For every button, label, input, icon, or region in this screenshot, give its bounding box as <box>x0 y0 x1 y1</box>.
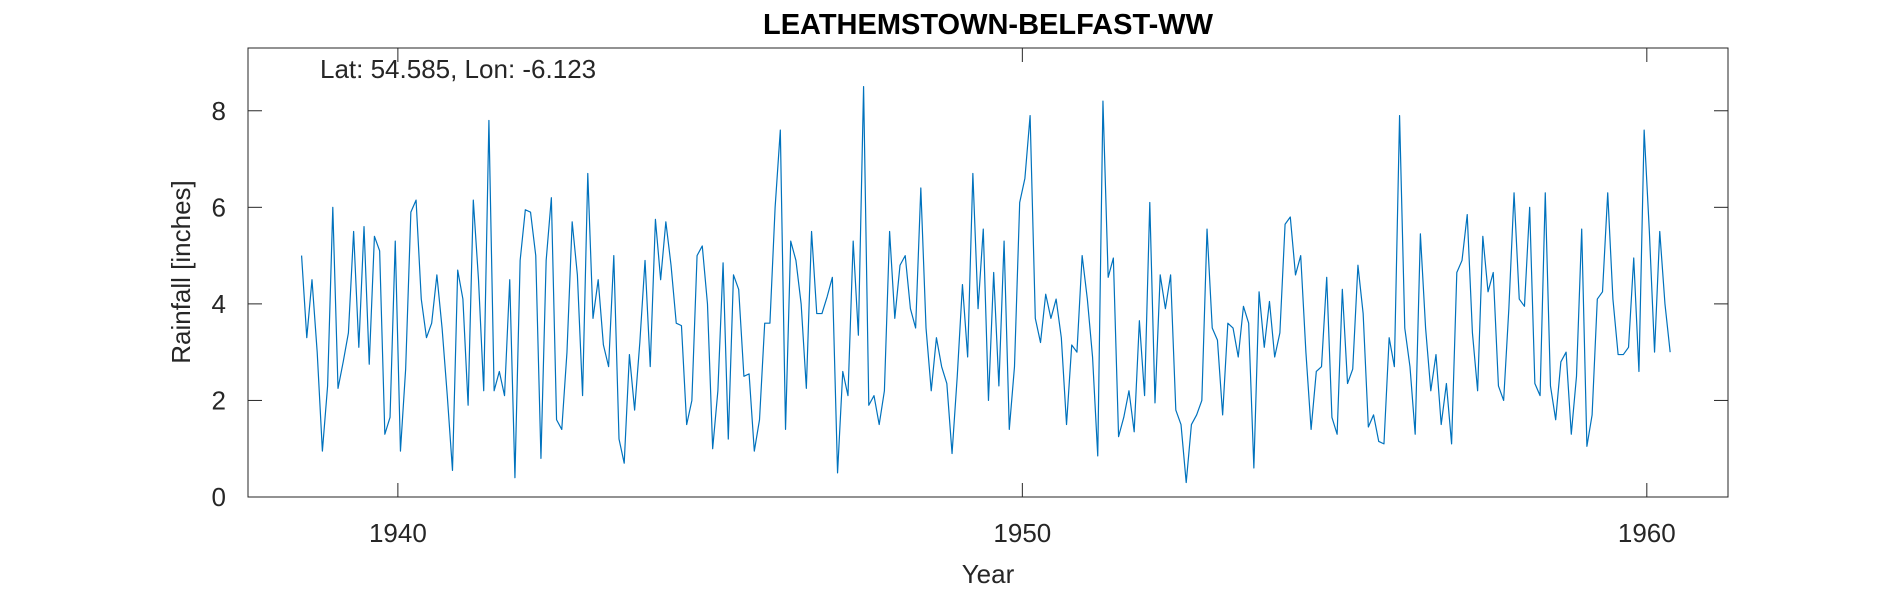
x-axis-label: Year <box>962 559 1015 589</box>
tick-labels-layer: 0 2 4 6 8 1940 1950 1960 <box>212 96 1676 548</box>
y-tick-label: 2 <box>212 385 226 415</box>
y-tick-label: 4 <box>212 289 226 319</box>
location-annotation: Lat: 54.585, Lon: -6.123 <box>320 54 596 84</box>
y-tick-label: 8 <box>212 96 226 126</box>
y-axis-label: Rainfall [inches] <box>166 180 196 364</box>
plot-area-border <box>247 47 1729 498</box>
x-tick-label: 1940 <box>369 518 427 548</box>
ticks-layer <box>248 48 1728 498</box>
y-tick-label: 0 <box>212 482 226 512</box>
x-tick-label: 1960 <box>1618 518 1676 548</box>
plot-area-background <box>248 48 1728 497</box>
x-tick-label: 1950 <box>993 518 1051 548</box>
chart-title: LEATHEMSTOWN-BELFAST-WW <box>763 9 1214 41</box>
rainfall-series-line <box>300 86 1671 484</box>
y-tick-label: 6 <box>212 192 226 222</box>
